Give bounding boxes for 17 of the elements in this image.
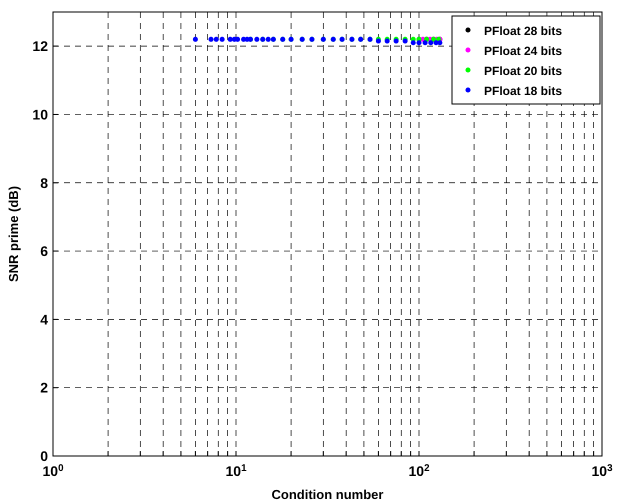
x-tick-label: 10$^{1}$ xyxy=(225,462,248,479)
legend-label: PFloat 20 bits xyxy=(484,64,562,78)
y-tick-label: 6 xyxy=(40,243,48,260)
y-tick-label: 10 xyxy=(32,106,48,122)
y-tick-label: 4 xyxy=(40,311,48,328)
legend-label: PFloat 28 bits xyxy=(484,24,562,38)
y-axis-title: SNR prime (dB) xyxy=(6,186,21,282)
legend-label: PFloat 24 bits xyxy=(484,44,562,58)
y-tick-label: 0 xyxy=(40,448,48,464)
legend-label: PFloat 18 bits xyxy=(484,84,562,98)
y-tick-label: 2 xyxy=(40,380,48,396)
y-tick-label: 8 xyxy=(40,174,48,191)
x-tick-label: 10$^{2}$ xyxy=(408,462,430,479)
y-tick-label: 12 xyxy=(32,38,48,54)
x-axis-title: Condition number xyxy=(272,487,384,502)
x-tick-label: 10$^{3}$ xyxy=(591,462,614,479)
x-tick-label: 10$^{0}$ xyxy=(42,462,64,479)
